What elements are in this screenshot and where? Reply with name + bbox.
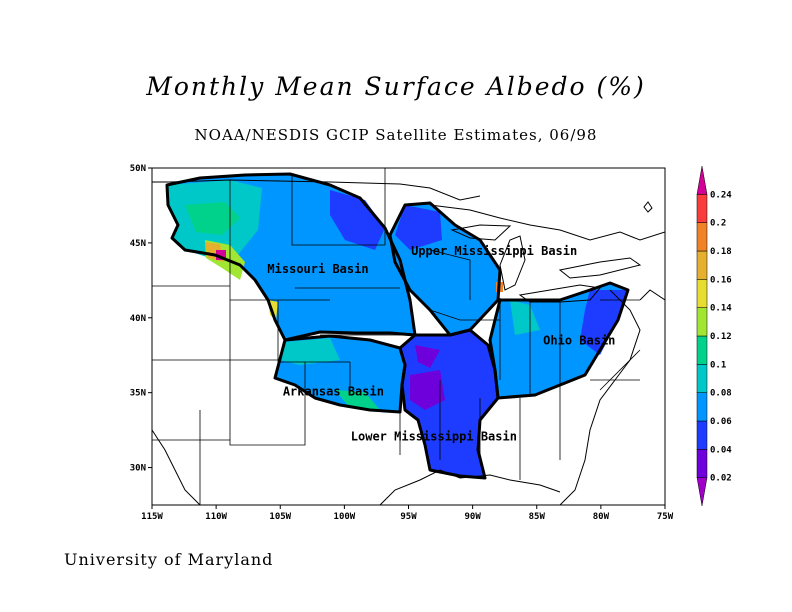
- lat-tick-label: 45N: [130, 239, 146, 249]
- colorbar-segment: [696, 335, 708, 365]
- basin-label: Upper Mississippi Basin: [411, 244, 577, 258]
- axis-ticks: 115W 110W 105W 100W 95W 90W 85W 80W 75W 30N 35N 40N…: [130, 164, 674, 522]
- lat-tick-label: 40N: [130, 314, 146, 324]
- map-subtitle: NOAA/NESDIS GCIP Satellite Estimates, 06…: [194, 126, 598, 144]
- lon-tick-label: 110W: [205, 512, 227, 522]
- basin-outlines: [165, 172, 630, 480]
- colorbar-segment: [696, 307, 708, 337]
- colorbar-segment: [696, 194, 708, 223]
- colorbar-legend: 0.02 0.04 0.06 0.08 0.1 0.12 0.14 0.16 0.18 0.2 0.…: [696, 165, 732, 507]
- colorbar-label: 0.14: [710, 304, 732, 314]
- basin-labels: Missouri Basin Upper Mississippi Basin Ohi…: [267, 244, 615, 444]
- colorbar-segment: [696, 222, 708, 252]
- state-boundaries: [152, 168, 641, 505]
- basin-label: Ohio Basin: [543, 334, 615, 348]
- colorbar-label: 0.2: [710, 219, 726, 229]
- basin-label: Arkansas Basin: [283, 385, 384, 399]
- lat-tick-label: 50N: [130, 164, 146, 174]
- colorbar-label: 0.04: [710, 445, 732, 455]
- colorbar-segment: [696, 477, 708, 507]
- colorbar-label: 0.16: [710, 275, 732, 285]
- footer-credit: University of Maryland: [64, 550, 274, 569]
- missouri-basin-fill: [167, 174, 415, 340]
- lon-tick-label: 75W: [657, 512, 674, 522]
- colorbar-label: 0.1: [710, 360, 726, 370]
- map-panel: [152, 168, 665, 505]
- lon-tick-label: 115W: [141, 512, 163, 522]
- colorbar-segment: [696, 392, 708, 422]
- lon-tick-label: 95W: [400, 512, 417, 522]
- colorbar-segment: [696, 165, 708, 195]
- lon-tick-label: 105W: [269, 512, 291, 522]
- colorbar-label: 0.24: [710, 190, 732, 200]
- colorbar-segment: [696, 279, 708, 308]
- colorbar-segment: [696, 364, 708, 393]
- colorbar-segment: [696, 250, 708, 280]
- basin-label: Lower Mississippi Basin: [351, 430, 517, 444]
- ohio-basin-fill: [490, 283, 628, 398]
- colorbar-label: 0.08: [710, 389, 732, 399]
- colorbar-label: 0.18: [710, 247, 732, 257]
- lat-tick-label: 35N: [130, 389, 146, 399]
- colorbar-label: 0.06: [710, 417, 732, 427]
- colorbar-segment: [696, 420, 708, 450]
- lon-tick-label: 100W: [334, 512, 356, 522]
- colorbar-segment: [696, 449, 708, 478]
- colorbar-label: 0.12: [710, 332, 732, 342]
- colorbar-label: 0.02: [710, 474, 732, 484]
- coastlines-and-lakes: [152, 179, 665, 505]
- map-title: Monthly Mean Surface Albedo (%): [146, 72, 646, 101]
- lon-tick-label: 90W: [464, 512, 481, 522]
- lon-tick-label: 80W: [593, 512, 610, 522]
- lon-tick-label: 85W: [529, 512, 546, 522]
- basin-label: Missouri Basin: [267, 262, 368, 276]
- lat-tick-label: 30N: [130, 464, 146, 474]
